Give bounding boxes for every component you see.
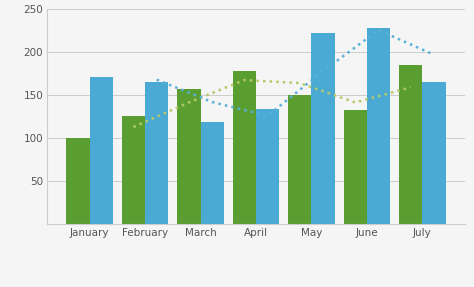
Bar xyxy=(344,110,367,224)
Bar xyxy=(399,65,422,224)
Bar xyxy=(177,89,201,224)
Bar xyxy=(233,71,256,224)
Bar xyxy=(422,82,446,224)
Bar xyxy=(145,82,168,224)
Bar xyxy=(66,138,90,224)
Bar xyxy=(201,122,224,224)
Bar xyxy=(122,116,145,224)
Bar xyxy=(256,109,279,224)
Bar xyxy=(90,77,113,224)
Bar xyxy=(367,28,390,224)
Bar xyxy=(311,33,335,224)
Bar xyxy=(288,95,311,224)
